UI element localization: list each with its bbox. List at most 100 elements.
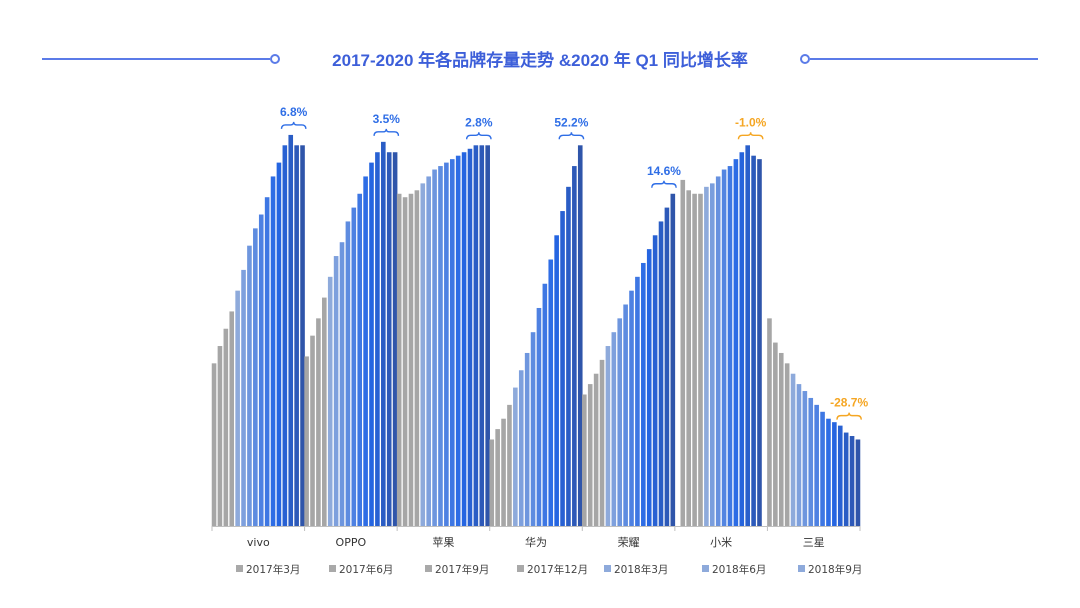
bar <box>796 384 802 526</box>
bar <box>745 145 750 527</box>
bar <box>721 169 727 526</box>
bar <box>288 134 294 527</box>
bar <box>507 404 512 526</box>
chart-title: 2017-2020 年各品牌存量走势 &2020 年 Q1 同比增长率 <box>332 51 748 70</box>
bar <box>449 159 455 526</box>
bar <box>264 197 270 526</box>
bar <box>282 145 288 527</box>
bar <box>652 235 658 527</box>
bar <box>304 356 309 526</box>
bar <box>489 439 495 526</box>
bar <box>333 256 339 526</box>
bar <box>479 145 485 527</box>
bar <box>593 373 599 526</box>
bar <box>536 307 542 526</box>
bar <box>513 387 518 526</box>
bar <box>414 190 420 527</box>
bar <box>698 193 703 526</box>
bar <box>641 262 646 526</box>
bar <box>778 352 784 526</box>
bar <box>542 283 548 526</box>
bar <box>790 373 796 526</box>
legend-swatch <box>517 565 524 572</box>
bar <box>739 152 745 527</box>
bar <box>680 179 686 526</box>
x-tick-label: OPPO <box>336 536 367 549</box>
x-tick-label: 荣耀 <box>618 536 640 549</box>
legend-label: 2017年12月 <box>527 563 588 576</box>
growth-bracket <box>836 412 862 420</box>
bar <box>733 159 739 526</box>
bar <box>554 235 559 527</box>
growth-bracket <box>651 180 677 188</box>
bar <box>767 318 772 526</box>
bar <box>855 439 861 526</box>
bar <box>727 166 733 526</box>
bar <box>461 152 467 527</box>
bar <box>223 328 229 526</box>
bar <box>426 176 431 526</box>
bar <box>814 404 819 526</box>
bar <box>402 197 408 526</box>
bar <box>670 193 676 526</box>
bar <box>357 193 363 526</box>
bar <box>605 346 611 526</box>
legend-label: 2017年3月 <box>246 563 300 576</box>
growth-bracket <box>280 121 307 129</box>
bar <box>322 297 327 526</box>
bar <box>339 242 345 526</box>
bar <box>247 245 252 527</box>
bar <box>369 162 374 527</box>
bar <box>623 304 628 526</box>
bar <box>587 384 593 526</box>
growth-label: -1.0% <box>735 115 767 129</box>
bar <box>611 332 617 526</box>
bar <box>485 145 490 527</box>
bar <box>837 425 843 526</box>
bar <box>826 418 831 526</box>
bar <box>808 397 814 526</box>
bar <box>300 145 305 527</box>
bar <box>438 166 443 526</box>
bar <box>566 186 571 526</box>
bar <box>572 166 577 526</box>
bar <box>751 155 756 526</box>
bar <box>784 363 790 526</box>
growth-bracket <box>558 132 585 140</box>
x-tick-label: 三星 <box>803 536 825 549</box>
bar <box>757 159 762 526</box>
bar <box>646 249 652 526</box>
growth-label: 3.5% <box>373 112 401 126</box>
bar <box>658 221 664 526</box>
bar <box>709 183 715 526</box>
bar <box>773 342 778 526</box>
bar <box>258 214 264 526</box>
bar <box>664 207 670 526</box>
growth-bracket <box>737 132 764 140</box>
bar <box>473 145 479 527</box>
bar <box>270 176 276 526</box>
bar <box>241 269 246 526</box>
growth-label: 14.6% <box>647 164 681 178</box>
bar <box>444 162 449 527</box>
title-left-line <box>42 58 270 60</box>
legend-label: 2018年9月 <box>808 563 862 576</box>
title-right-line <box>810 58 1038 60</box>
x-tick-label: 华为 <box>525 535 547 549</box>
legend-swatch <box>798 565 805 572</box>
legend-label: 2017年9月 <box>435 563 489 576</box>
legend-swatch <box>236 565 243 572</box>
bar <box>217 346 223 526</box>
bar <box>548 259 554 526</box>
bar <box>381 141 386 526</box>
bar <box>617 318 623 526</box>
bar <box>582 394 587 526</box>
growth-bracket <box>373 128 400 136</box>
growth-label: 6.8% <box>280 105 308 119</box>
legend-label: 2018年6月 <box>712 563 766 576</box>
bar <box>495 429 500 526</box>
growth-label: 2.8% <box>465 115 493 129</box>
legend-label: 2018年3月 <box>614 563 668 576</box>
bar <box>577 145 583 527</box>
